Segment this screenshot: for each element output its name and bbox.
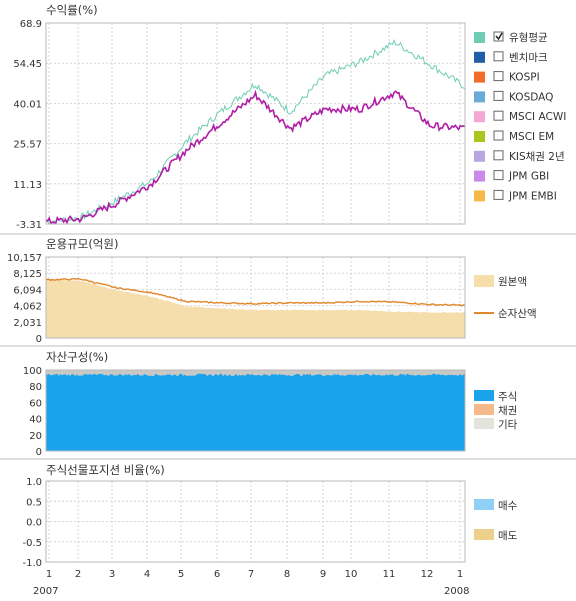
x-tick-label: 12: [421, 569, 434, 580]
futures-legend-label: 매수: [498, 500, 518, 512]
futures-ytick-label: -1.0: [22, 558, 42, 569]
x-tick-label: 8: [284, 569, 290, 580]
futures-ytick-label: -0.5: [22, 538, 42, 549]
legend-swatch-6: [474, 150, 485, 162]
assets-legend-label: 기타: [498, 419, 518, 431]
aum-ytick-label: 4,062: [13, 302, 42, 313]
aum-ytick-label: 0: [36, 334, 42, 345]
assets-ytick-label: 20: [29, 431, 42, 442]
futures-ytick-label: 0.5: [26, 497, 42, 508]
futures-ytick-label: 1.0: [26, 477, 42, 488]
returns-legend-label: JPM GBI: [508, 171, 549, 183]
assets-ytick-label: 100: [23, 366, 42, 377]
returns-ytick-label: 40.01: [13, 99, 42, 110]
returns-title: 수익률(%): [46, 3, 98, 17]
assets-ytick-label: 40: [29, 415, 42, 426]
x-tick-label: 6: [214, 569, 220, 580]
legend-checkbox-4[interactable]: [493, 110, 504, 121]
x-tick-label: 5: [178, 569, 184, 580]
aum-line-net-assets: [45, 277, 466, 307]
returns-legend-label: MSCI ACWI: [509, 111, 566, 123]
returns-ytick-label: 11.13: [13, 180, 42, 191]
returns-legend-label: 유형평균: [509, 32, 548, 44]
aum-ytick-label: 10,157: [7, 253, 42, 264]
futures-plot-frame: [45, 480, 466, 563]
x-tick-label: 1: [457, 569, 463, 580]
returns-ytick-label: 54.45: [13, 59, 42, 70]
legend-checkbox-2[interactable]: [493, 71, 504, 82]
x-tick-label: 4: [144, 569, 150, 580]
legend-swatch-5: [474, 131, 485, 142]
aum-plot-frame: [45, 256, 466, 339]
assets-title: 자산구성(%): [46, 350, 108, 364]
returns-ytick-label: 25.57: [13, 140, 42, 151]
assets-area-equity: [46, 373, 465, 451]
returns-legend-label: JPM EMBI: [508, 190, 557, 202]
returns-ytick-label: 68.9: [20, 19, 42, 30]
futures-legend-label: 매도: [498, 530, 518, 542]
futures-title: 주식선물포지션 비율(%): [46, 463, 165, 477]
legend-swatch-4: [474, 111, 485, 123]
x-tick-label: 2: [75, 569, 81, 580]
legend-checkbox-6[interactable]: [493, 150, 504, 161]
aum-ytick-label: 2,031: [13, 318, 42, 329]
assets-plot-frame: [45, 369, 466, 452]
returns-legend-label: KOSPI: [509, 72, 540, 84]
legend-checkbox-1[interactable]: [493, 51, 504, 62]
legend-checkbox-3[interactable]: [493, 90, 504, 101]
assets-ytick-label: 80: [29, 382, 42, 393]
x-tick-label: 9: [320, 569, 326, 580]
legend-checkbox-0[interactable]: [493, 31, 504, 42]
legend-swatch-8: [474, 190, 485, 202]
legend-swatch-futures-0: [474, 499, 494, 510]
aum-ytick-label: 8,125: [13, 269, 42, 280]
legend-swatch-0: [474, 32, 485, 43]
legend-swatch-7: [474, 170, 485, 182]
legend-checkbox-8[interactable]: [493, 189, 504, 200]
year-end-label: 2008: [444, 586, 469, 597]
legend-swatch-futures-1: [474, 529, 494, 540]
aum-legend-label: 순자산액: [498, 308, 537, 320]
assets-legend-label: 주식: [498, 391, 517, 403]
aum-ytick-label: 6,094: [13, 285, 42, 296]
legend-swatch-principal: [474, 275, 494, 287]
futures-ytick-label: 0.0: [26, 518, 42, 529]
x-tick-label: 1: [46, 569, 52, 580]
aum-legend-label: 원본액: [498, 276, 527, 288]
legend-swatch-asset-2: [474, 418, 494, 429]
returns-legend-label: 벤치마크: [509, 52, 548, 64]
x-tick-label: 7: [248, 569, 254, 580]
assets-legend-label: 채권: [498, 405, 517, 417]
returns-ytick-label: -3.31: [16, 220, 42, 231]
assets-ytick-label: 60: [29, 398, 42, 409]
returns-plot-frame: [45, 22, 466, 225]
returns-legend-label: MSCI EM: [509, 131, 554, 143]
legend-checkbox-5[interactable]: [493, 130, 504, 141]
returns-series-line-fund: [45, 89, 466, 225]
legend-checkbox-7[interactable]: [493, 170, 504, 181]
legend-swatch-1: [474, 51, 485, 63]
checkbox-check-icon: [495, 32, 503, 41]
aum-title: 운용규모(억원): [46, 237, 118, 251]
assets-ytick-label: 0: [36, 447, 42, 458]
legend-swatch-asset-1: [474, 404, 494, 415]
x-tick-label: 11: [383, 569, 396, 580]
legend-swatch-asset-0: [474, 390, 494, 401]
x-tick-label: 3: [109, 569, 115, 580]
x-tick-label: 10: [345, 569, 358, 580]
year-start-label: 2007: [33, 586, 58, 597]
aum-area-principal: [46, 278, 465, 338]
returns-series-line-category-average: [45, 38, 466, 225]
returns-legend-label: KIS채권 2년: [509, 151, 565, 163]
returns-legend-label: KOSDAQ: [509, 91, 553, 103]
legend-swatch-3: [474, 91, 485, 103]
legend-swatch-2: [474, 71, 485, 83]
